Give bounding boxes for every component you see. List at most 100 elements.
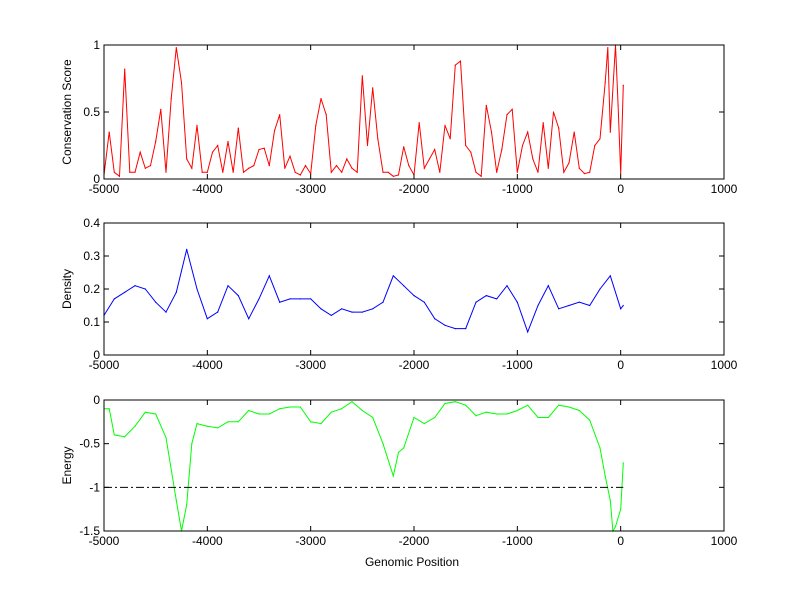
density-data-point <box>341 308 343 310</box>
conservation-data-point <box>258 148 260 151</box>
density-data-point <box>351 311 353 313</box>
density-data-point <box>217 311 219 313</box>
conservation-data-point <box>263 147 265 149</box>
energy-data-point <box>558 404 560 406</box>
energy-data-point <box>217 427 219 429</box>
y-axis-label: Density <box>60 269 74 309</box>
conservation-data-point <box>289 155 291 157</box>
energy-data-point <box>614 526 617 528</box>
energy-data-point <box>124 436 126 438</box>
energy-data-point <box>403 447 405 449</box>
conservation-data-point <box>361 75 363 77</box>
conservation-data-point <box>268 165 270 167</box>
conservation-data-point <box>134 171 136 173</box>
density-data-point <box>186 248 188 250</box>
conservation-data-point <box>434 148 436 151</box>
conservation-data-point <box>583 173 586 175</box>
x-tick-label: -4000 <box>192 534 223 548</box>
conservation-data-point <box>392 175 394 177</box>
conservation-data-point <box>547 167 549 169</box>
conservation-series-line <box>103 44 624 178</box>
density-data-point <box>279 301 281 303</box>
density-series-line <box>103 249 624 334</box>
energy-data-point <box>299 406 301 408</box>
energy-data-point <box>397 451 400 453</box>
conservation-data-point <box>609 131 611 133</box>
conservation-data-point <box>196 124 198 126</box>
y-tick-label: 0.2 <box>83 282 100 296</box>
conservation-data-point <box>470 151 472 153</box>
conservation-data-point <box>248 167 250 169</box>
conservation-data-point <box>594 144 596 147</box>
density-data-point <box>465 328 467 330</box>
conservation-data-point <box>356 171 358 173</box>
conservation-data-point <box>191 167 193 169</box>
density-data-point <box>165 311 167 313</box>
conservation-data-point <box>480 175 482 177</box>
density-data-point <box>547 285 549 287</box>
density-data-point <box>558 308 560 310</box>
conservation-data-point <box>232 171 234 173</box>
y-tick-label: -1 <box>89 480 100 494</box>
density-data-point <box>403 285 405 287</box>
conservation-data-point <box>320 98 322 100</box>
energy-data-point <box>196 422 198 425</box>
energy-data-point <box>351 401 353 403</box>
density-data-point <box>361 311 363 313</box>
energy-data-point <box>475 415 477 417</box>
density-data-point <box>196 288 198 290</box>
conservation-data-point <box>346 158 348 160</box>
conservation-data-point <box>279 114 281 116</box>
y-tick-label: 0 <box>93 348 100 362</box>
density-data-point <box>609 275 611 277</box>
conservation-data-point <box>423 167 425 169</box>
conservation-data-point <box>186 158 188 160</box>
x-tick-label: -5000 <box>89 534 120 548</box>
density-data-point <box>124 291 126 293</box>
x-tick-label: 0 <box>617 358 624 372</box>
energy-data-point <box>547 416 549 419</box>
density-data-point <box>330 314 332 316</box>
density-data-point <box>537 304 539 307</box>
density-subplot: -5000 -4000 -3000 -2000 -1000 0 1000 0 0.1 0.2 0.3… <box>60 216 738 372</box>
density-data-point <box>516 301 518 303</box>
conservation-axes-box <box>103 44 725 180</box>
energy-data-point <box>604 475 606 477</box>
conservation-data-point <box>377 138 379 140</box>
conservation-data-point <box>397 174 400 176</box>
conservation-data-point <box>330 171 332 173</box>
conservation-data-point <box>485 104 487 106</box>
conservation-data-point <box>201 171 203 173</box>
y-tick-label: 0.4 <box>83 216 100 230</box>
energy-series-line <box>104 401 624 533</box>
energy-data-point <box>144 411 146 413</box>
conservation-data-point <box>242 171 245 173</box>
energy-data-point <box>413 416 415 419</box>
conservation-data-point <box>527 131 529 133</box>
density-data-point <box>258 298 260 300</box>
conservation-data-point <box>165 171 167 173</box>
density-data-point <box>568 304 570 307</box>
conservation-data-point <box>222 171 224 173</box>
density-data-point <box>578 301 580 303</box>
conservation-data-point <box>578 167 580 169</box>
conservation-data-point <box>501 148 503 151</box>
conservation-data-point <box>604 81 606 84</box>
energy-data-point <box>568 406 570 408</box>
y-tick-label: 1 <box>93 38 100 52</box>
density-data-point <box>237 295 239 297</box>
density-data-point <box>622 304 624 307</box>
energy-data-point <box>279 408 281 410</box>
conservation-data-point <box>568 162 570 164</box>
conservation-data-point <box>599 138 601 140</box>
conservation-data-point <box>563 171 565 173</box>
energy-data-point <box>320 422 322 425</box>
density-data-point <box>144 288 146 290</box>
conservation-data-point <box>217 144 219 147</box>
conservation-data-point <box>607 47 609 49</box>
conservation-data-point <box>144 167 146 169</box>
energy-data-point <box>206 425 208 427</box>
conservation-data-point <box>372 87 374 89</box>
energy-data-point <box>258 413 260 415</box>
energy-subplot: -5000 -4000 -3000 -2000 -1000 0 1000 -1.5 -1 -0.5… <box>60 393 738 569</box>
